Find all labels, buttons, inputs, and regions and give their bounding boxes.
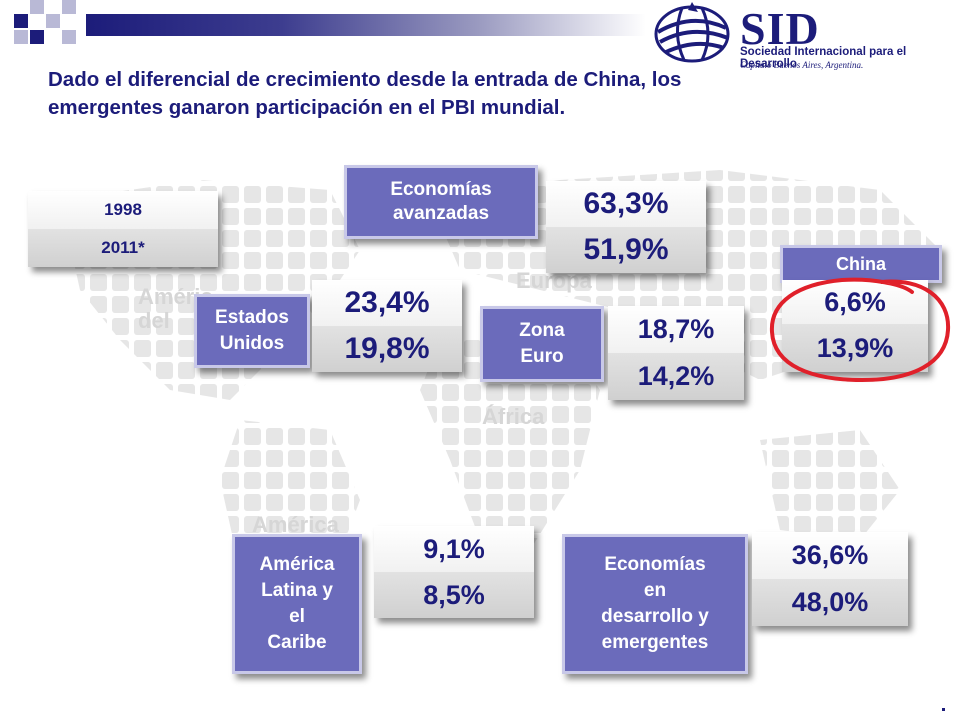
value-1998: 63,3% xyxy=(546,181,706,227)
map-label-africa: África xyxy=(482,404,545,429)
label-text: Euro xyxy=(520,346,564,367)
legend-year-1998: 1998 xyxy=(28,191,218,229)
value-2011: 13,9% xyxy=(782,324,928,372)
label-china: China xyxy=(780,245,942,283)
logo-subtitle: Sociedad Internacional para el Desarroll… xyxy=(740,46,907,70)
logo-chapter: Capítulo Buenos Aires, Argentina. xyxy=(740,60,864,70)
legend-year-2011: 2011* xyxy=(28,229,218,267)
logo-name: SID xyxy=(740,3,820,54)
deco-square xyxy=(14,14,28,28)
title-line: Dado el diferencial de crecimiento desde… xyxy=(48,68,682,91)
highlight-circle-icon xyxy=(762,268,958,386)
values-euro-zone: 18,7% 14,2% xyxy=(608,306,744,400)
deco-square xyxy=(62,0,76,14)
year-legend: 1998 2011* xyxy=(28,191,218,267)
header-bar xyxy=(86,14,646,36)
label-emerging-economies: Economías en desarrollo y emergentes xyxy=(562,534,748,674)
label-latin-america-caribbean: América Latina y el Caribe xyxy=(232,534,362,674)
deco-square xyxy=(46,14,60,28)
page-title: Dado el diferencial de crecimiento desde… xyxy=(48,66,908,122)
deco-square xyxy=(62,30,76,44)
label-advanced-economies: Economías avanzadas xyxy=(344,165,538,239)
label-text: China xyxy=(835,253,886,274)
values-advanced-economies: 63,3% 51,9% xyxy=(546,181,706,273)
value-2011: 48,0% xyxy=(752,579,908,626)
label-text: Latina y xyxy=(261,580,333,601)
title-line: emergentes ganaron participación en el P… xyxy=(48,96,566,119)
value-2011: 51,9% xyxy=(546,227,706,273)
values-united-states: 23,4% 19,8% xyxy=(312,280,462,372)
label-text: emergentes xyxy=(601,632,709,653)
label-text: Estados xyxy=(215,307,289,328)
label-text: en xyxy=(643,580,667,601)
label-text: Caribe xyxy=(267,632,327,653)
map-label-south-america: América xyxy=(252,512,339,537)
value-1998: 23,4% xyxy=(312,280,462,326)
label-text: Unidos xyxy=(219,333,285,354)
value-1998: 36,6% xyxy=(752,532,908,579)
label-text: Economías xyxy=(390,179,492,200)
label-united-states: Estados Unidos xyxy=(194,294,310,368)
label-text: América xyxy=(259,554,335,575)
sid-globe-logo-icon xyxy=(652,2,736,64)
values-emerging-economies: 36,6% 48,0% xyxy=(752,532,908,626)
label-text: el xyxy=(289,606,305,627)
slide-marker xyxy=(942,708,945,711)
deco-square xyxy=(30,30,44,44)
value-2011: 8,5% xyxy=(374,572,534,618)
label-euro-zone: Zona Euro xyxy=(480,306,604,382)
label-text: Zona xyxy=(519,320,565,341)
label-text: desarrollo y xyxy=(601,606,709,627)
label-text: Economías xyxy=(604,554,706,575)
values-latin-america-caribbean: 9,1% 8,5% xyxy=(374,526,534,618)
value-1998: 18,7% xyxy=(608,306,744,353)
value-2011: 14,2% xyxy=(608,353,744,400)
value-1998: 9,1% xyxy=(374,526,534,572)
label-text: avanzadas xyxy=(392,203,490,224)
deco-square xyxy=(30,0,44,14)
deco-square xyxy=(14,30,28,44)
value-2011: 19,8% xyxy=(312,326,462,372)
map-label-north-america: del xyxy=(138,308,170,333)
